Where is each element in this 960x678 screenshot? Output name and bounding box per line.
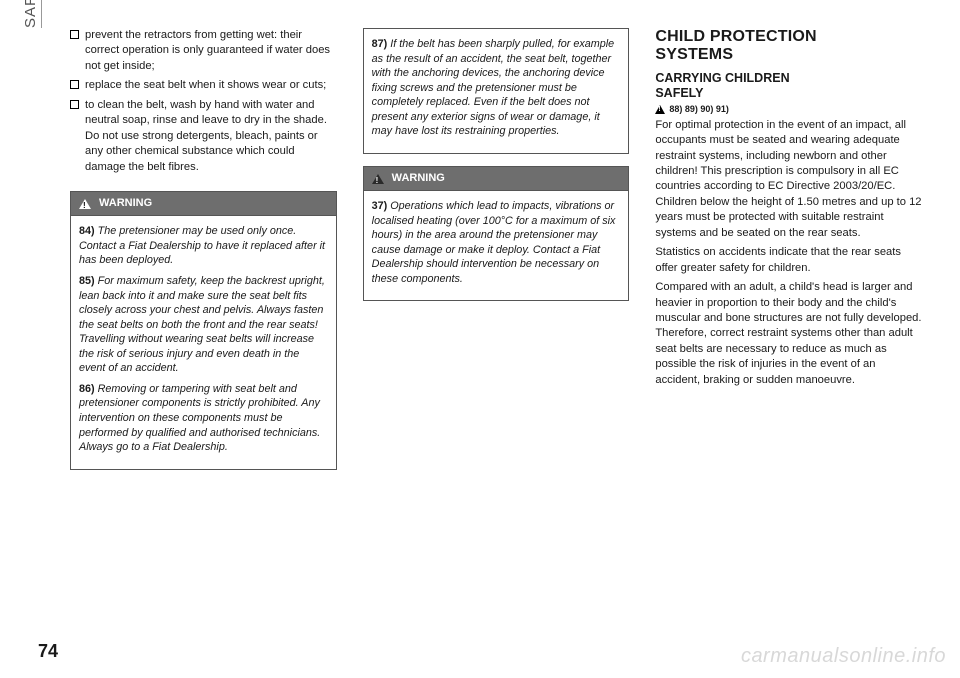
warning-item: 37) Operations which lead to impacts, vi… <box>372 199 621 286</box>
bullet-item: replace the seat belt when it shows wear… <box>70 78 337 93</box>
column-1: prevent the retractors from getting wet:… <box>70 28 337 470</box>
checkbox-icon <box>70 30 79 39</box>
content-columns: prevent the retractors from getting wet:… <box>70 28 922 470</box>
warning-label: WARNING <box>99 196 152 211</box>
subsection-heading: CARRYING CHILDRENSAFELY <box>655 71 922 101</box>
warning-item: 85) For maximum safety, keep the backres… <box>79 274 328 376</box>
warning-triangle-icon <box>655 105 665 114</box>
warning-item: 87) If the belt has been sharply pulled,… <box>372 37 621 139</box>
warning-header: WARNING <box>363 166 630 191</box>
column-3: CHILD PROTECTIONSYSTEMS CARRYING CHILDRE… <box>655 28 922 470</box>
bullet-text: to clean the belt, wash by hand with wat… <box>85 98 337 175</box>
body-paragraph: Compared with an adult, a child's head i… <box>655 280 922 388</box>
watermark: carmanualsonline.info <box>741 645 946 668</box>
reference-numbers: 88) 89) 90) 91) <box>669 103 729 115</box>
warning-item: 84) The pretensioner may be used only on… <box>79 224 328 268</box>
warning-item: 86) Removing or tampering with seat belt… <box>79 382 328 455</box>
checkbox-icon <box>70 80 79 89</box>
column-2: 87) If the belt has been sharply pulled,… <box>363 28 630 470</box>
bullet-text: prevent the retractors from getting wet:… <box>85 28 337 74</box>
body-paragraph: For optimal protection in the event of a… <box>655 118 922 242</box>
warning-header: WARNING <box>70 191 337 216</box>
warning-triangle-icon <box>79 199 91 209</box>
warning-triangle-icon <box>372 174 384 184</box>
reference-line: 88) 89) 90) 91) <box>655 103 922 115</box>
bullet-text: replace the seat belt when it shows wear… <box>85 78 326 93</box>
warning-label: WARNING <box>392 171 445 186</box>
warning-body: 87) If the belt has been sharply pulled,… <box>363 28 630 154</box>
bullet-item: to clean the belt, wash by hand with wat… <box>70 98 337 175</box>
warning-body: 37) Operations which lead to impacts, vi… <box>363 190 630 301</box>
page-number: 74 <box>38 641 58 662</box>
body-paragraph: Statistics on accidents indicate that th… <box>655 245 922 276</box>
section-tab: SAFETY <box>22 0 42 28</box>
manual-page: SAFETY prevent the retractors from getti… <box>0 0 960 678</box>
section-heading: CHILD PROTECTIONSYSTEMS <box>655 28 922 63</box>
bullet-item: prevent the retractors from getting wet:… <box>70 28 337 74</box>
checkbox-icon <box>70 100 79 109</box>
warning-body: 84) The pretensioner may be used only on… <box>70 215 337 469</box>
